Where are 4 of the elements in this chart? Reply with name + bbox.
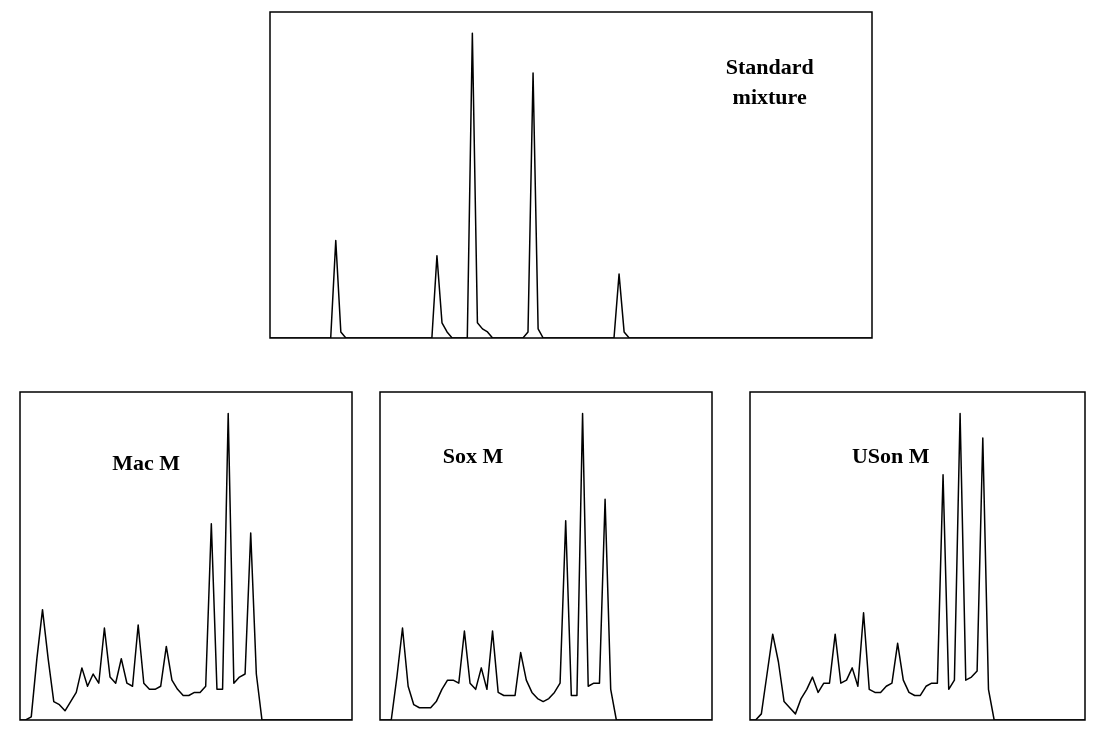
text: Sox M	[442, 443, 504, 469]
text: Standard mixture	[725, 54, 814, 110]
text: USon M	[851, 443, 930, 469]
text: Mac M	[112, 449, 181, 475]
